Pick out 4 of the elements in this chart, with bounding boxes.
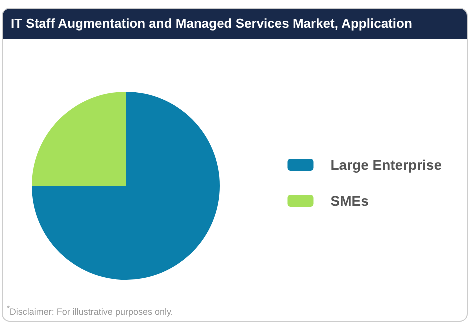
legend-label: Large Enterprise [330, 157, 442, 173]
chart-title: IT Staff Augmentation and Managed Services Market, Application [3, 9, 467, 39]
text: $^{*}$Disclaimer: For illustrative purposes only. [7, 304, 174, 317]
legend-label: SMEs [330, 193, 370, 209]
